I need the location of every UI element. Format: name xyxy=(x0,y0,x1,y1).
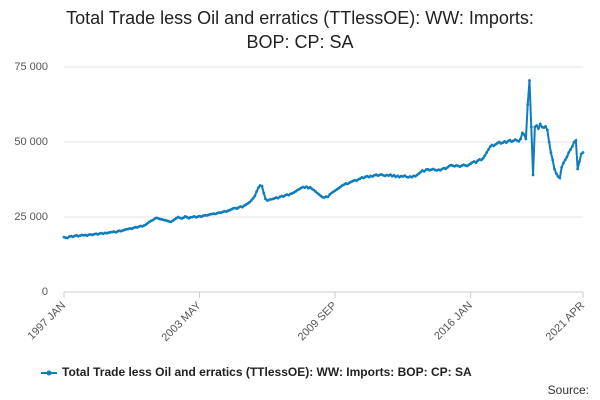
x-tick-label: 2009 SEP xyxy=(296,300,340,344)
point xyxy=(262,191,266,195)
y-tick-label: 50 000 xyxy=(14,136,48,148)
y-tick-label: 75 000 xyxy=(14,61,48,73)
point xyxy=(485,151,489,154)
point xyxy=(560,166,563,169)
x-tick-label: 2003 MAY xyxy=(159,299,204,344)
point xyxy=(547,140,551,144)
series-line xyxy=(63,80,584,240)
legend-marker xyxy=(46,370,52,376)
point xyxy=(561,161,565,165)
point xyxy=(549,151,553,154)
point xyxy=(576,167,580,171)
x-tick-label: 1997 JAN xyxy=(26,300,69,343)
point xyxy=(558,176,562,180)
point xyxy=(535,124,539,127)
y-tick-label: 25 000 xyxy=(14,211,48,223)
legend-label: Total Trade less Oil and erratics (TTles… xyxy=(62,365,472,379)
point xyxy=(578,160,581,163)
point xyxy=(574,139,578,142)
point xyxy=(422,170,426,173)
source: Source: xyxy=(548,383,589,397)
y-tick-label: 0 xyxy=(42,286,48,298)
point xyxy=(479,158,483,162)
point xyxy=(537,127,540,130)
point xyxy=(529,125,533,129)
point xyxy=(326,195,330,199)
point xyxy=(517,140,521,143)
point xyxy=(519,137,522,141)
point xyxy=(526,103,530,106)
point xyxy=(251,197,255,200)
chart-title: Total Trade less Oil and erratics (TTles… xyxy=(66,8,534,52)
point xyxy=(524,137,528,141)
point xyxy=(565,155,569,159)
point xyxy=(481,156,485,160)
point xyxy=(545,128,549,132)
point xyxy=(487,148,490,151)
point xyxy=(531,173,535,177)
point xyxy=(522,133,526,136)
point xyxy=(570,145,574,148)
point xyxy=(253,194,257,198)
point xyxy=(474,161,478,165)
point xyxy=(255,190,259,193)
point xyxy=(554,172,558,175)
point xyxy=(563,158,567,162)
point xyxy=(260,184,264,188)
point xyxy=(553,167,556,171)
x-tick-label: 2016 JAN xyxy=(432,300,475,343)
point xyxy=(248,200,251,204)
point xyxy=(528,79,531,82)
point xyxy=(581,151,585,154)
point xyxy=(544,125,547,128)
point xyxy=(257,186,260,190)
point xyxy=(249,199,253,202)
point xyxy=(567,151,571,154)
point xyxy=(538,122,542,126)
point xyxy=(569,148,572,151)
point xyxy=(483,154,487,157)
point xyxy=(551,158,555,162)
x-tick-label: 2021 APR xyxy=(544,300,588,344)
